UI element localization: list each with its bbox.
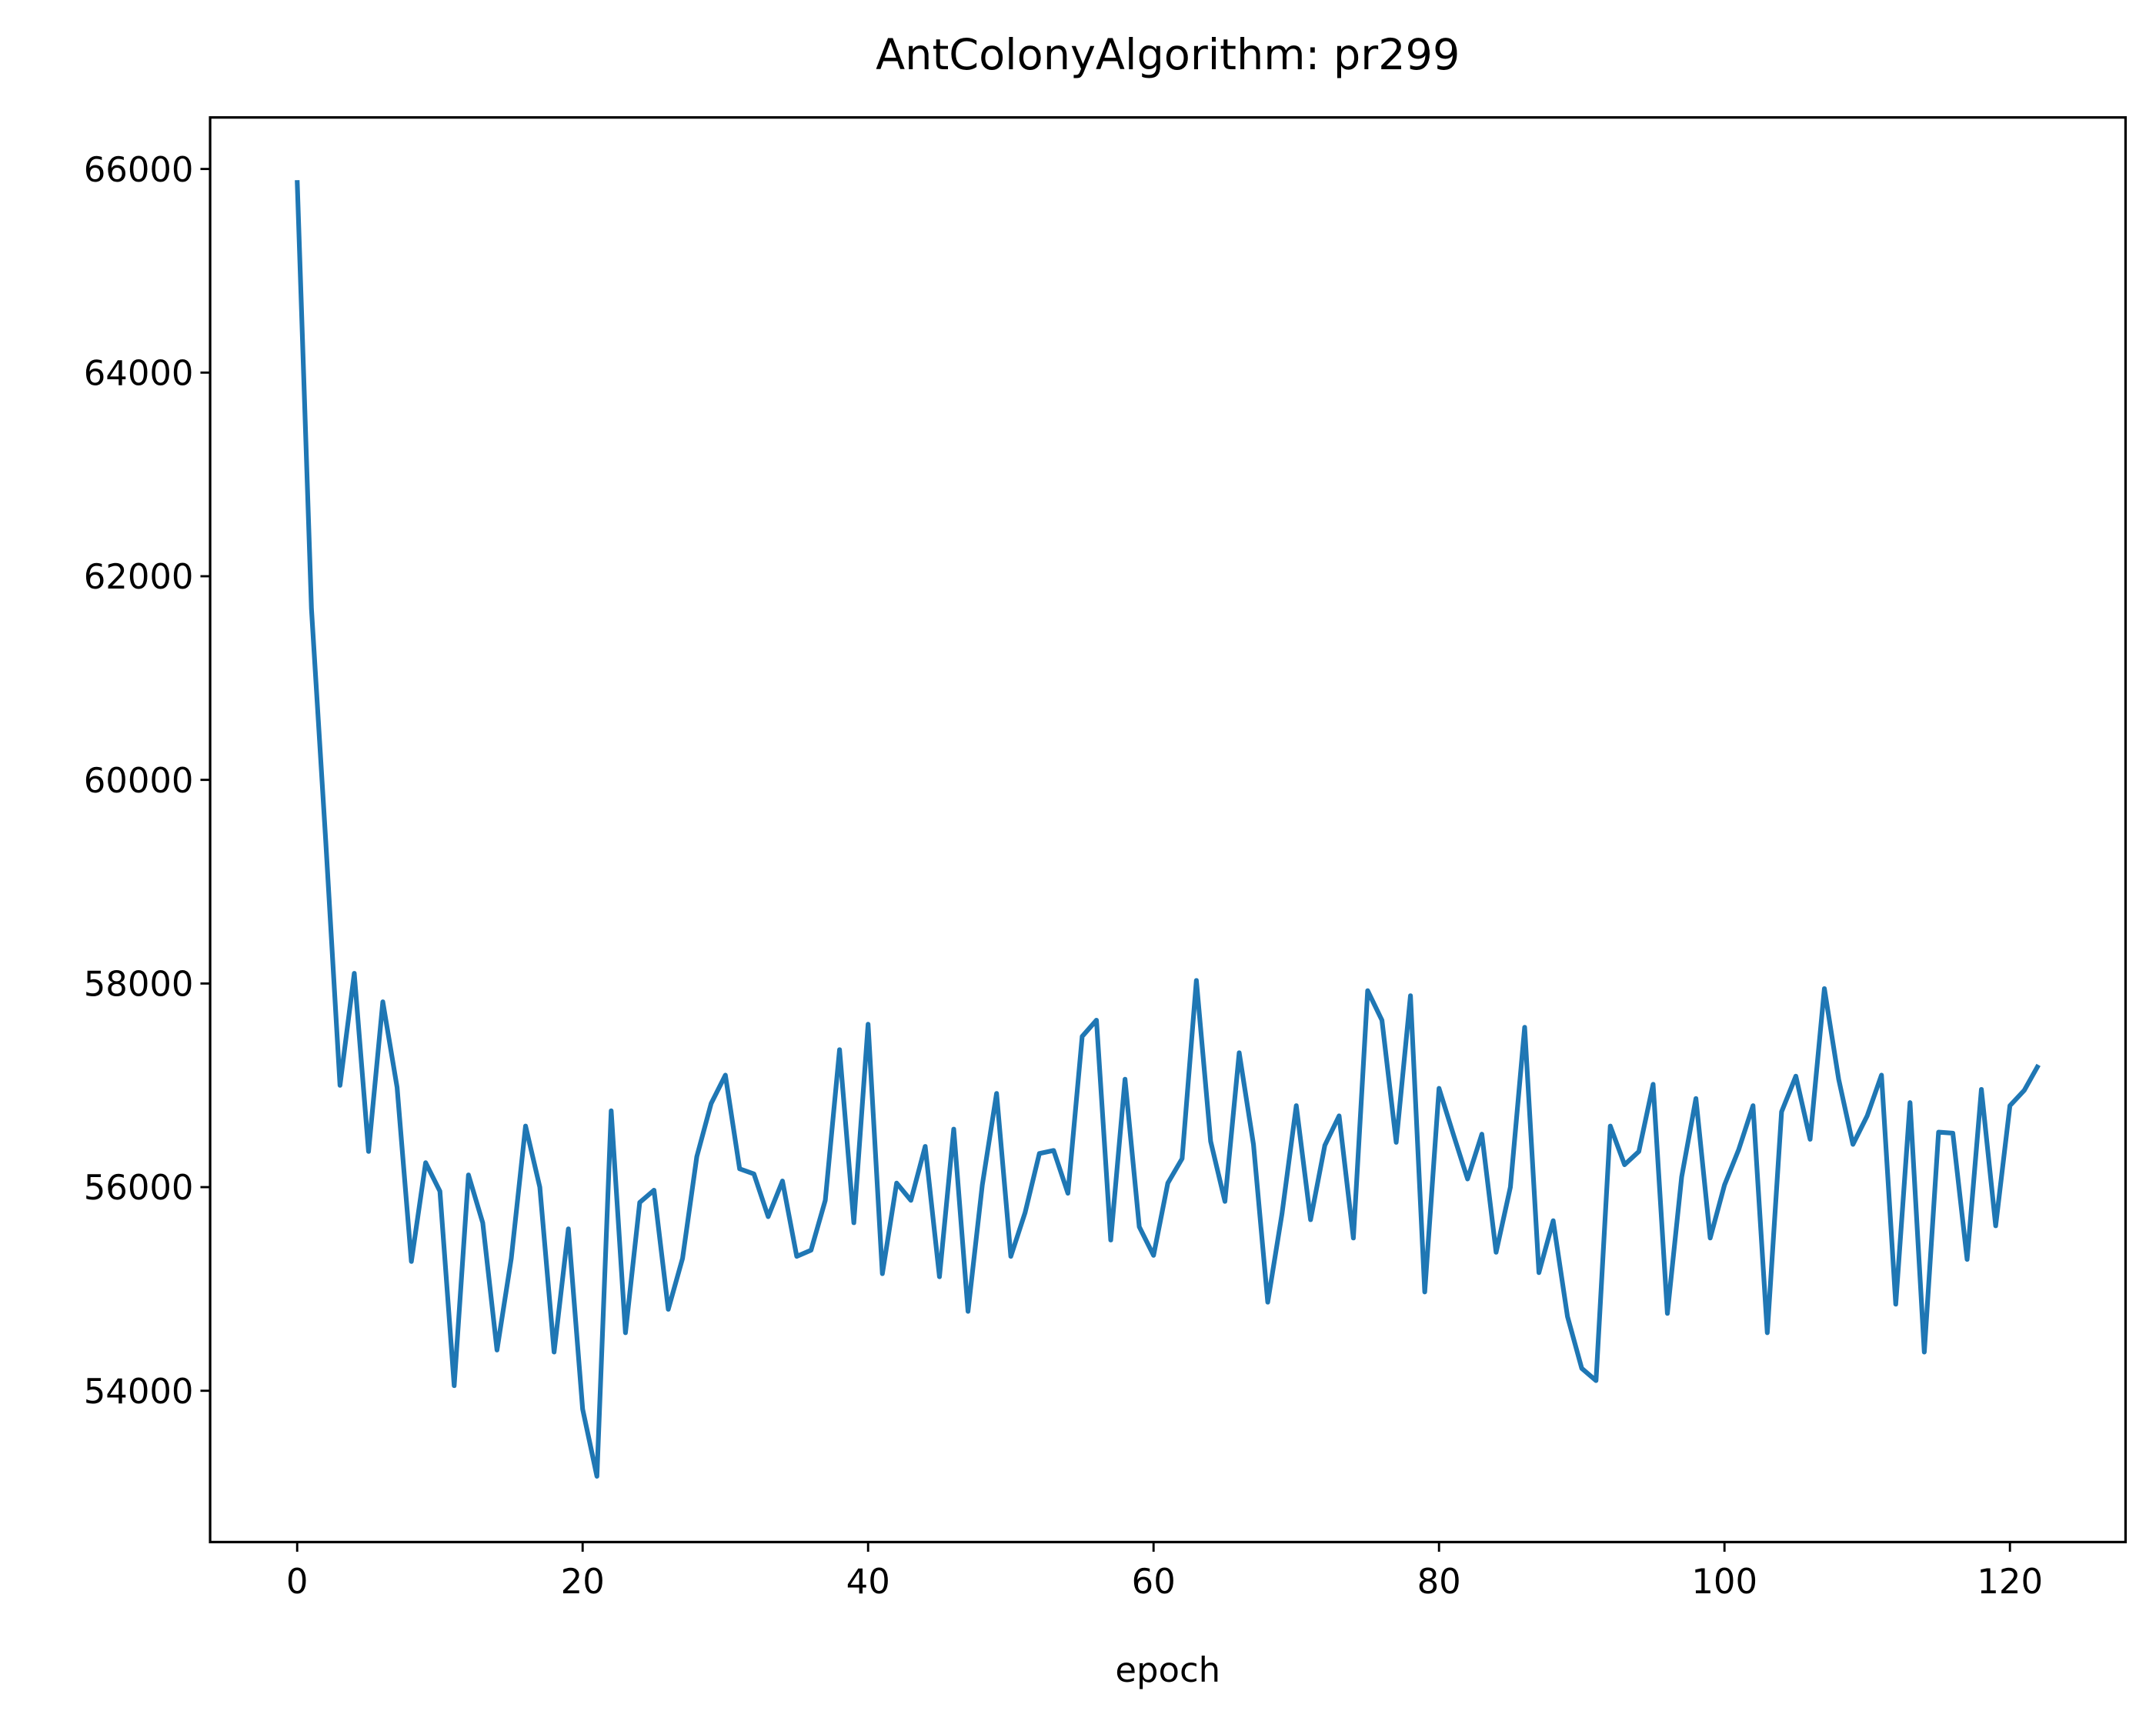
plot-frame: [209, 116, 2128, 1544]
chart-title: AntColonyAlgorithm: pr299: [876, 30, 1460, 80]
x-tick-label: 120: [1977, 1561, 2043, 1602]
y-tick-label: 58000: [84, 964, 194, 1005]
x-tick-label: 0: [286, 1561, 309, 1602]
y-tick-label: 54000: [84, 1371, 194, 1412]
x-tick-label: 80: [1417, 1561, 1461, 1602]
x-tick-label: 40: [846, 1561, 890, 1602]
y-tick-label: 64000: [84, 352, 194, 393]
y-tick-label: 66000: [84, 149, 194, 190]
x-axis-label: epoch: [1115, 1649, 1220, 1690]
x-tick-label: 100: [1691, 1561, 1757, 1602]
x-tick-label: 60: [1132, 1561, 1176, 1602]
y-tick-label: 60000: [84, 760, 194, 801]
y-tick-label: 62000: [84, 556, 194, 597]
y-tick-label: 56000: [84, 1167, 194, 1208]
data-line: [295, 180, 2041, 1479]
x-tick-label: 20: [561, 1561, 605, 1602]
